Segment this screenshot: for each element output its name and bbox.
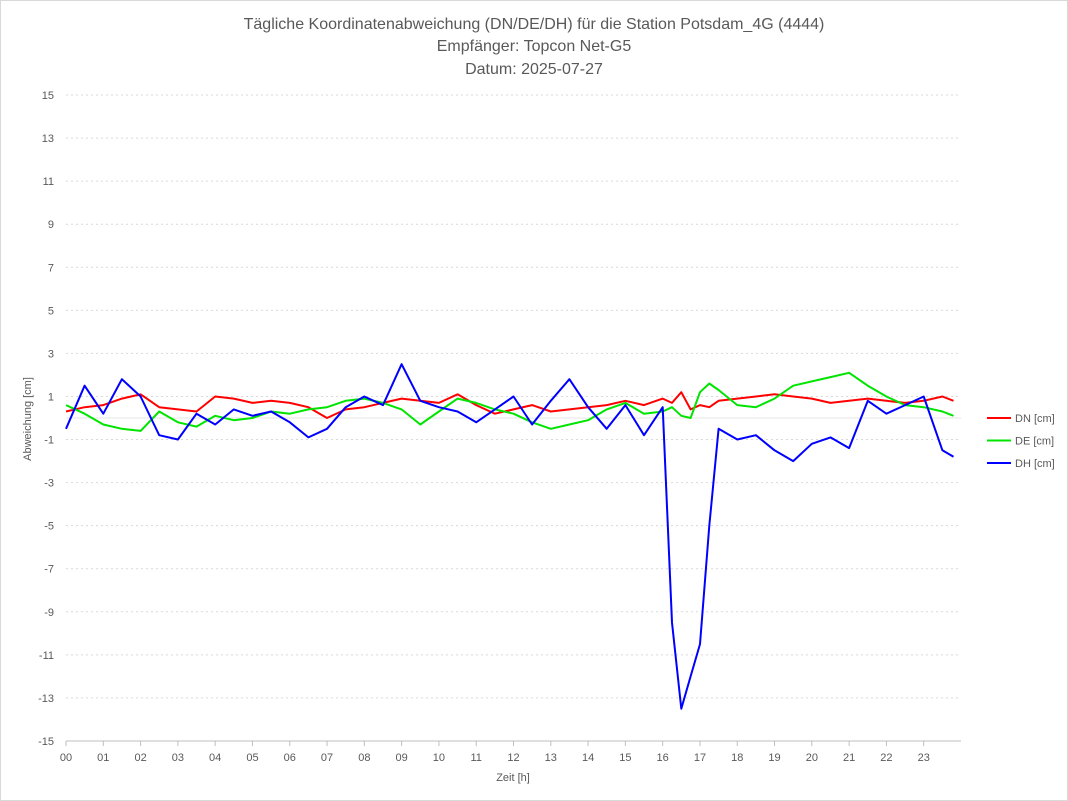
x-tick-label: 05 xyxy=(246,752,258,764)
x-tick-label: 06 xyxy=(284,752,296,764)
x-tick-label: 22 xyxy=(880,752,892,764)
x-tick-label: 17 xyxy=(694,752,706,764)
x-tick-label: 10 xyxy=(433,752,445,764)
series-line-2 xyxy=(65,363,955,710)
x-tick-label: 03 xyxy=(172,752,184,764)
y-tick-label: -3 xyxy=(44,478,54,490)
legend-label: DH [cm] xyxy=(1015,458,1055,470)
series-line-0 xyxy=(65,391,954,419)
y-tick-label: -9 xyxy=(44,607,54,619)
gridlines xyxy=(66,94,961,742)
x-tick-label: 00 xyxy=(60,752,72,764)
x-tick-label: 04 xyxy=(209,752,221,764)
x-tick-label: 09 xyxy=(396,752,408,764)
x-axis-ticks: 00 01 02 03 04 05 06 07 08 09 10 11 12 13 14 15 16 17 18 19… xyxy=(60,741,930,764)
x-tick-label: 13 xyxy=(545,752,557,764)
x-tick-label: 20 xyxy=(806,752,818,764)
y-axis-label: Abweichung [cm] xyxy=(22,377,34,461)
y-tick-label: 11 xyxy=(43,176,54,188)
chart-title-line-2: Empfänger: Topcon Net-G5 xyxy=(437,38,632,55)
y-tick-label: 9 xyxy=(48,219,54,231)
x-tick-label: 23 xyxy=(918,752,930,764)
x-tick-label: 14 xyxy=(582,752,594,764)
y-tick-label: -15 xyxy=(38,736,54,748)
series-lines xyxy=(65,363,955,710)
legend-label: DN [cm] xyxy=(1015,413,1055,425)
legend: DN [cm] DE [cm] DH [cm] xyxy=(987,413,1055,470)
y-tick-label: 13 xyxy=(42,133,54,145)
y-tick-label: -7 xyxy=(44,564,54,576)
y-axis-ticks: 15 13 11 9 7 5 3 1 -1 -3 -5 -7 -9 -11 -13 -15 xyxy=(38,90,54,748)
y-tick-label: 15 xyxy=(42,90,54,102)
chart-title-line-3: Datum: 2025-07-27 xyxy=(465,61,603,78)
x-tick-label: 16 xyxy=(657,752,669,764)
series-line-1 xyxy=(65,371,954,432)
chart-title: Tägliche Koordinatenabweichung (DN/DE/DH… xyxy=(244,16,825,78)
x-tick-label: 19 xyxy=(768,752,780,764)
y-tick-label: -1 xyxy=(44,435,54,447)
x-tick-label: 01 xyxy=(97,752,109,764)
x-tick-label: 08 xyxy=(358,752,370,764)
x-tick-label: 07 xyxy=(321,752,333,764)
y-tick-label: -11 xyxy=(39,650,54,662)
x-tick-label: 15 xyxy=(619,752,631,764)
x-tick-label: 21 xyxy=(843,752,855,764)
x-axis-label: Zeit [h] xyxy=(496,772,530,784)
legend-label: DE [cm] xyxy=(1015,436,1054,448)
x-tick-label: 12 xyxy=(507,752,519,764)
y-tick-label: -13 xyxy=(38,693,54,705)
x-tick-label: 18 xyxy=(731,752,743,764)
y-tick-label: 1 xyxy=(48,391,54,403)
chart-title-line-1: Tägliche Koordinatenabweichung (DN/DE/DH… xyxy=(244,16,825,33)
y-tick-label: 7 xyxy=(48,262,54,274)
x-tick-label: 11 xyxy=(470,752,481,764)
x-tick-label: 02 xyxy=(134,752,146,764)
y-tick-label: -5 xyxy=(44,521,54,533)
y-tick-label: 5 xyxy=(48,305,54,317)
y-tick-label: 3 xyxy=(48,348,54,360)
